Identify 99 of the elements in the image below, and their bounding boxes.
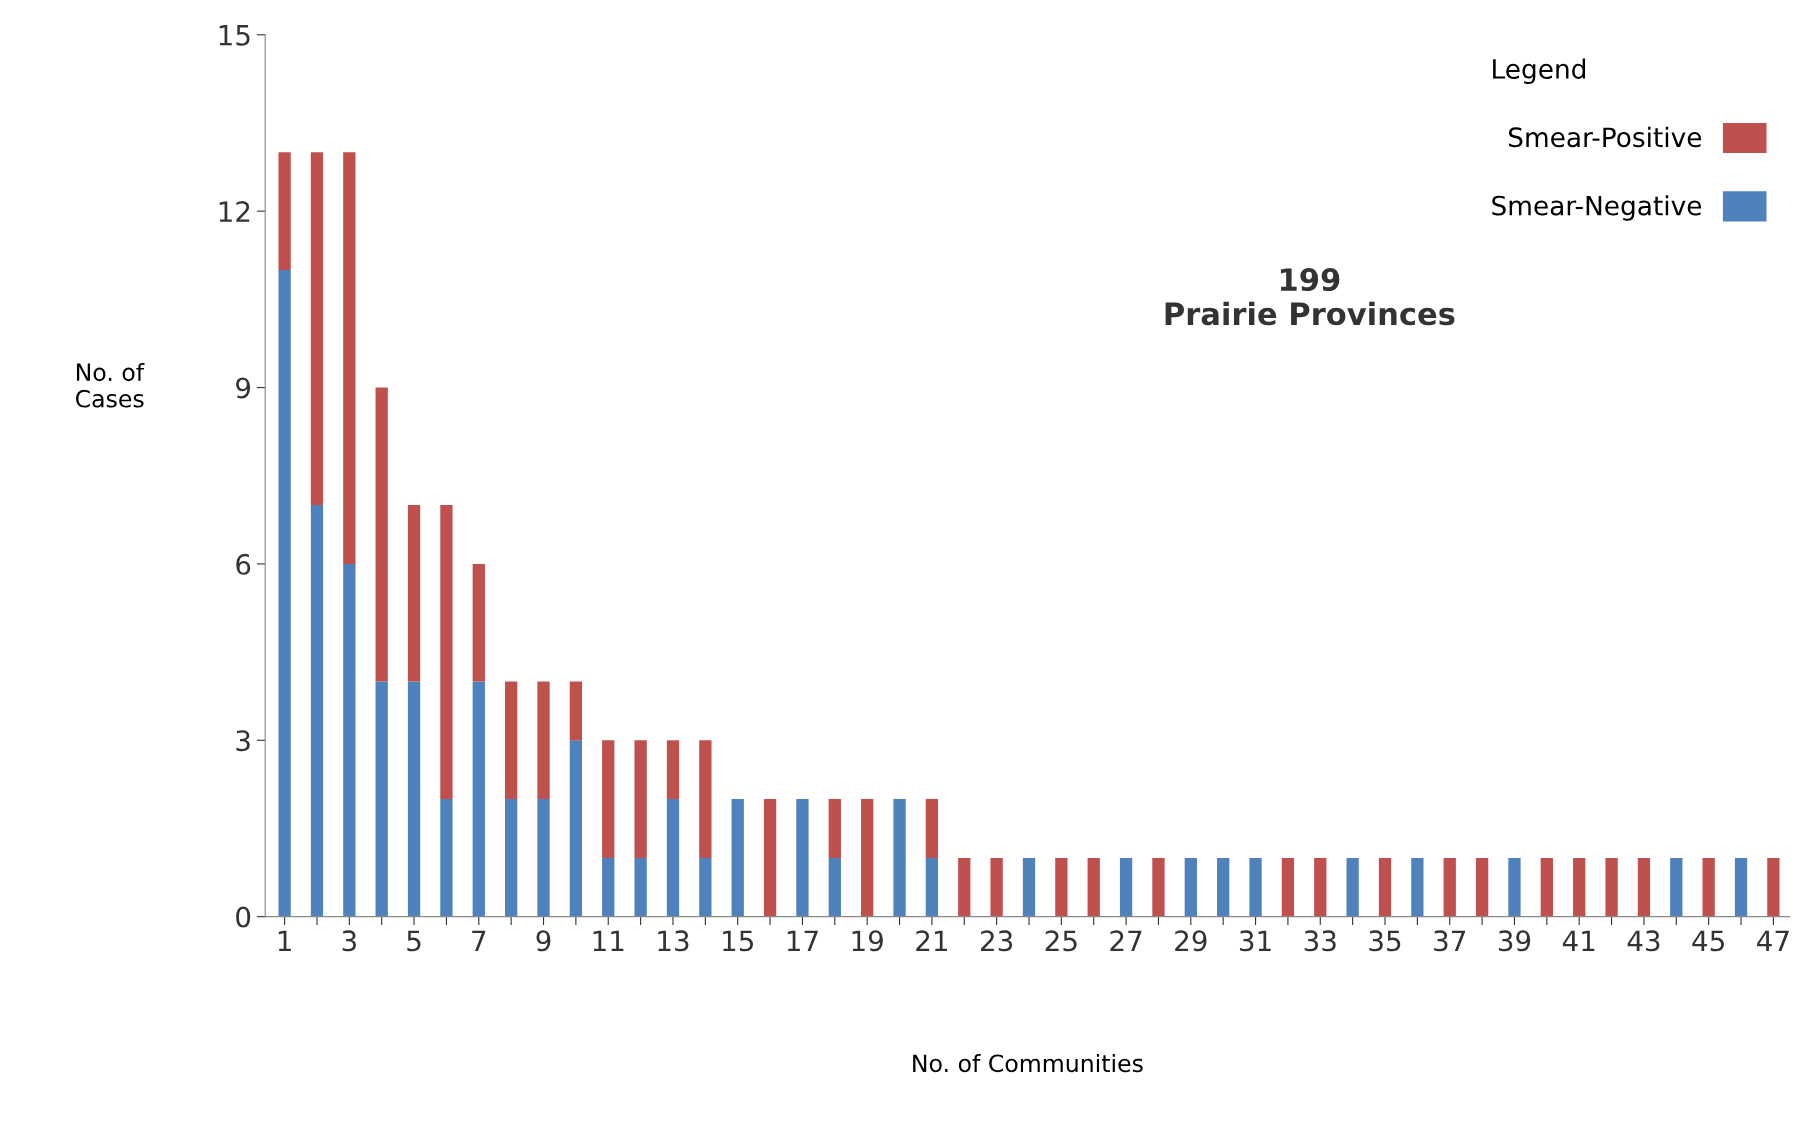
y-tick-label: 3 <box>236 730 250 752</box>
bar <box>1508 857 1521 917</box>
x-axis-title: No. of Communities <box>913 1053 1143 1073</box>
bar <box>505 799 518 917</box>
x-tick-label: 15 <box>723 930 753 952</box>
y-tick-label: 6 <box>236 553 251 575</box>
bar <box>796 799 809 917</box>
x-tick-label: 5 <box>407 930 421 952</box>
bar <box>699 740 712 858</box>
bar <box>375 387 388 682</box>
x-tick-label: 17 <box>787 930 818 951</box>
bar <box>1573 857 1586 917</box>
bar <box>1346 857 1359 917</box>
x-tick-label: 23 <box>980 930 1013 952</box>
bar <box>1637 857 1651 917</box>
x-tick-label: 45 <box>1692 930 1724 952</box>
bar <box>1767 857 1780 917</box>
bar <box>1443 857 1456 917</box>
bar <box>990 857 1003 917</box>
bar <box>505 681 518 800</box>
y-tick-label: 9 <box>236 377 251 399</box>
x-tick-label: 1 <box>278 930 291 951</box>
x-tick-label: 43 <box>1627 930 1660 952</box>
x-tick-label: 29 <box>1175 930 1207 952</box>
bar <box>1055 857 1068 917</box>
bar <box>1184 857 1197 917</box>
bar <box>278 152 291 270</box>
bar <box>1670 857 1683 917</box>
y-tick-label: 12 <box>219 201 250 222</box>
bar <box>1734 857 1748 917</box>
bar <box>666 799 680 917</box>
x-tick-label: 41 <box>1562 930 1595 951</box>
bar <box>537 799 550 917</box>
x-tick-label: 27 <box>1110 930 1142 951</box>
bar <box>343 563 356 917</box>
x-tick-label: 25 <box>1045 930 1077 952</box>
bar <box>731 799 744 917</box>
bar <box>278 269 291 917</box>
x-tick-label: 3 <box>342 930 356 952</box>
bar <box>763 799 777 917</box>
x-tick-label: 37 <box>1434 930 1466 952</box>
bar <box>1378 857 1392 917</box>
bar <box>602 740 615 858</box>
bar <box>893 799 906 917</box>
bar <box>1152 857 1165 917</box>
bar <box>440 505 453 800</box>
x-tick-label: 7 <box>472 930 486 951</box>
y-axis-title: No. of Cases <box>75 362 145 408</box>
annotation: 199 Prairie Provinces <box>1165 268 1455 326</box>
bar <box>407 505 421 682</box>
bar <box>1119 857 1133 917</box>
bar <box>925 799 939 858</box>
bar <box>310 152 324 506</box>
y-tick-label: 15 <box>219 25 250 46</box>
y-tick-label: 0 <box>236 906 251 928</box>
bar <box>828 857 841 917</box>
x-tick-label: 39 <box>1498 930 1531 952</box>
bar <box>440 799 453 917</box>
x-tick-label: 31 <box>1239 930 1271 952</box>
bar <box>634 740 647 858</box>
bar <box>861 799 874 917</box>
bar <box>602 857 615 917</box>
bar <box>310 505 324 917</box>
legend-title: Legend <box>1493 58 1586 85</box>
bar <box>472 681 485 917</box>
bar <box>1087 857 1100 917</box>
bar <box>1022 857 1036 917</box>
bar <box>1411 857 1424 917</box>
bar <box>343 152 356 564</box>
bar <box>1540 857 1553 917</box>
legend-label: Smear-Negative <box>1492 195 1702 221</box>
bar <box>375 681 388 917</box>
x-tick-label: 35 <box>1369 930 1401 952</box>
bar <box>407 681 421 917</box>
bar <box>537 681 550 800</box>
x-tick-label: 21 <box>916 930 948 951</box>
bar <box>1605 857 1618 917</box>
x-tick-label: 13 <box>658 930 689 952</box>
bar <box>569 681 583 741</box>
bar <box>1475 857 1489 917</box>
legend-label: Smear-Positive <box>1508 126 1702 148</box>
bar <box>699 857 712 917</box>
bar <box>1281 857 1295 917</box>
bar <box>1217 857 1230 917</box>
bar <box>666 740 680 800</box>
bar <box>569 740 583 917</box>
bar <box>1314 857 1327 917</box>
bar <box>828 799 841 858</box>
x-tick-label: 33 <box>1304 930 1336 952</box>
x-tick-label: 19 <box>852 930 883 952</box>
bar <box>925 857 939 917</box>
bar <box>1702 857 1715 917</box>
bar <box>472 563 485 682</box>
bar <box>1249 857 1262 917</box>
x-tick-label: 11 <box>593 930 624 951</box>
x-tick-label: 9 <box>536 930 551 952</box>
x-tick-label: 47 <box>1757 930 1789 951</box>
bar <box>634 857 647 917</box>
bar <box>958 857 971 917</box>
